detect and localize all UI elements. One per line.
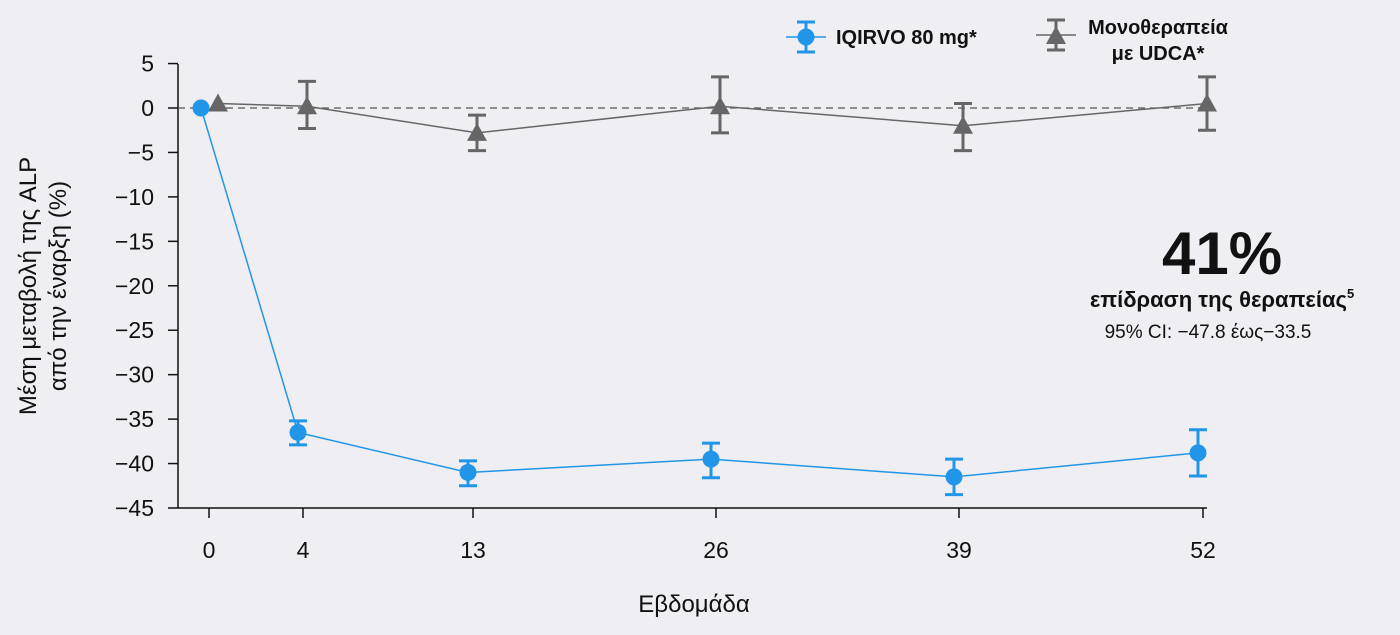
data-point bbox=[1197, 93, 1217, 112]
y-tick-label: −20 bbox=[115, 273, 154, 299]
legend-label-udca-line-2: με UDCA* bbox=[1112, 43, 1205, 65]
x-tick-label: 13 bbox=[460, 537, 486, 563]
legend-label-udca-line-1: Μονοθεραπεία bbox=[1088, 17, 1229, 39]
series-iqirvo bbox=[192, 99, 1207, 497]
y-tick-label: −5 bbox=[128, 139, 154, 165]
data-point bbox=[1189, 444, 1207, 462]
data-point bbox=[297, 96, 317, 115]
effect-label-text: επίδραση της θεραπείας bbox=[1090, 287, 1347, 312]
x-axis-title: Εβδομάδα bbox=[638, 591, 750, 618]
legend-circle-marker-icon bbox=[797, 28, 815, 46]
effect-ci: 95% CI: −47.8 έως−33.5 bbox=[1105, 322, 1312, 343]
data-point bbox=[289, 423, 307, 441]
y-tick-label: −15 bbox=[115, 228, 154, 254]
data-point bbox=[467, 122, 487, 141]
series-udca bbox=[208, 75, 1217, 153]
data-point bbox=[192, 99, 210, 117]
effect-label-superscript: 5 bbox=[1347, 286, 1354, 301]
x-tick-label: 26 bbox=[703, 537, 729, 563]
y-axis-ticks: 5 0 −5 −10 −15 −20 −25 −30 −35 −40 −45 bbox=[115, 51, 178, 521]
data-point bbox=[945, 468, 963, 486]
y-axis-title-line-1: Μέση μεταβολή της ALP bbox=[15, 157, 42, 415]
y-tick-label: −30 bbox=[115, 362, 154, 388]
legend-item-iqirvo[interactable]: IQIRVO 80 mg* bbox=[786, 20, 977, 54]
y-tick-label: −45 bbox=[115, 495, 154, 521]
series-line-iqirvo bbox=[200, 107, 1199, 478]
series-layer bbox=[192, 75, 1217, 497]
series-line-udca bbox=[217, 102, 1208, 134]
x-tick-label: 52 bbox=[1190, 537, 1216, 563]
x-tick-label: 4 bbox=[297, 537, 310, 563]
data-point bbox=[953, 115, 973, 134]
data-point bbox=[710, 96, 730, 115]
y-axis-title-line-2: από την έναρξη (%) bbox=[45, 181, 72, 391]
effect-label: επίδραση της θεραπείας5 bbox=[1090, 286, 1354, 312]
x-axis-ticks: 0 4 13 26 39 52 bbox=[203, 508, 1216, 563]
treatment-effect-annotation: 41% επίδραση της θεραπείας5 95% CI: −47.… bbox=[1090, 220, 1354, 343]
y-tick-label: 5 bbox=[141, 51, 154, 77]
y-tick-label: −25 bbox=[115, 317, 154, 343]
x-tick-label: 39 bbox=[946, 537, 972, 563]
data-point bbox=[702, 450, 720, 468]
data-point bbox=[459, 463, 477, 481]
x-tick-label: 0 bbox=[203, 537, 216, 563]
data-point bbox=[208, 93, 228, 112]
effect-percent: 41% bbox=[1162, 220, 1282, 287]
legend-triangle-marker-icon bbox=[1046, 26, 1066, 44]
legend-item-udca[interactable]: Μονοθεραπεία με UDCA* bbox=[1036, 17, 1229, 65]
legend-label-iqirvo: IQIRVO 80 mg* bbox=[836, 27, 977, 49]
y-tick-label: −35 bbox=[115, 406, 154, 432]
y-tick-label: 0 bbox=[141, 95, 154, 121]
y-tick-label: −10 bbox=[115, 184, 154, 210]
y-tick-label: −40 bbox=[115, 451, 154, 477]
legend: IQIRVO 80 mg* Μονοθεραπεία με UDCA* bbox=[786, 17, 1229, 65]
